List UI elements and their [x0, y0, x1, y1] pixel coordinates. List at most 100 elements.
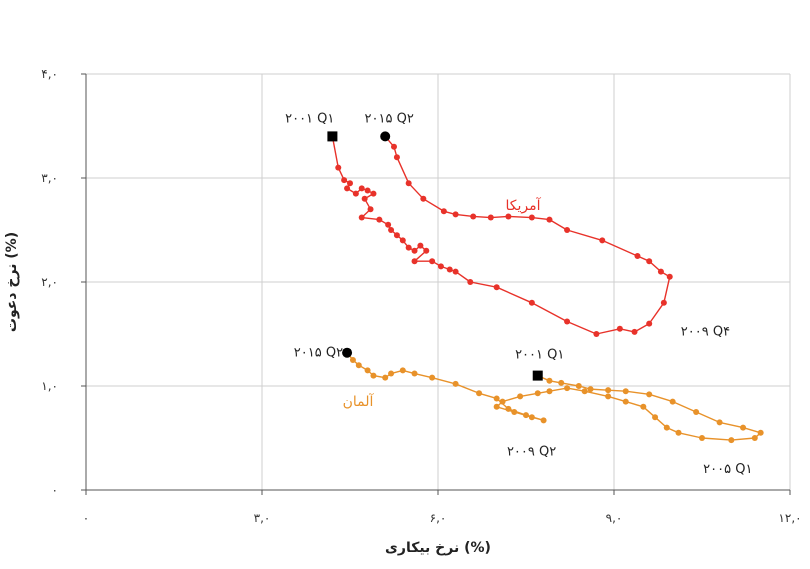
data-point	[757, 429, 764, 436]
data-point	[411, 370, 418, 377]
data-point	[699, 435, 705, 441]
x-tick-label: ۳,۰	[254, 511, 271, 525]
y-tick-label: ۱,۰	[41, 379, 58, 393]
data-point	[546, 216, 553, 223]
data-point	[429, 374, 436, 381]
data-point	[740, 424, 747, 431]
end-marker	[380, 131, 391, 142]
data-point	[540, 417, 547, 424]
data-point	[429, 258, 436, 265]
data-point	[605, 393, 612, 400]
data-point	[517, 393, 524, 400]
data-point	[493, 395, 500, 402]
data-point	[370, 190, 377, 197]
data-point	[493, 403, 500, 410]
data-point	[393, 232, 400, 239]
data-point	[640, 403, 647, 410]
end-marker	[342, 347, 353, 358]
data-point	[364, 187, 371, 194]
data-point	[361, 195, 368, 202]
data-point	[675, 429, 682, 436]
y-tick-label: ۲,۰	[41, 275, 58, 289]
data-point	[505, 213, 512, 220]
annotation-label: ۲۰۰۵ Q۱	[703, 462, 752, 477]
start-marker	[532, 370, 543, 381]
annotation-layer: ۲۰۰۱ Q۱ ۲۰۱۵ Q۲ ۲۰۰۹ Q۴ ۲۰۰۱ Q۱ ۲۰۱۵ Q۲ ۲۰۰۹ …	[285, 111, 752, 477]
annotation-label: ۲۰۱۵ Q۲	[294, 346, 343, 361]
data-point	[493, 284, 500, 291]
data-point	[370, 372, 377, 379]
x-tick-label: ۱۲,۰	[778, 511, 801, 525]
data-point	[646, 391, 653, 398]
data-point	[546, 377, 553, 384]
data-point	[575, 383, 582, 389]
data-point	[534, 390, 541, 397]
y-tick-label: ۴,۰	[41, 67, 58, 81]
data-point	[546, 388, 553, 395]
data-point	[420, 195, 427, 202]
x-tick-label: ۹,۰	[606, 511, 623, 525]
data-point	[528, 299, 535, 306]
data-point	[393, 154, 400, 161]
data-point	[349, 357, 356, 363]
data-point	[587, 386, 594, 393]
data-point	[599, 237, 606, 244]
annotation-label: ۲۰۰۹ Q۲	[507, 444, 556, 459]
data-point	[564, 227, 571, 233]
data-point	[564, 318, 571, 325]
data-point	[358, 185, 365, 192]
data-point	[388, 227, 395, 233]
y-axis-title: نرخ دعوت (%)	[4, 232, 20, 332]
data-point	[405, 180, 412, 187]
data-point	[511, 409, 518, 415]
data-point	[388, 370, 395, 377]
data-point	[417, 242, 424, 249]
series-line-0	[331, 135, 671, 335]
data-point	[358, 214, 365, 221]
data-point	[376, 216, 383, 223]
data-point	[437, 263, 444, 270]
data-point	[347, 180, 353, 187]
data-point	[499, 398, 506, 405]
data-point	[423, 247, 430, 254]
series-layer	[329, 133, 764, 444]
annotation-label: ۲۰۰۱ Q۱	[285, 111, 334, 126]
series-name-label: آمریکا	[505, 197, 541, 214]
series-name-label: آلمان	[343, 393, 375, 410]
data-point	[476, 390, 483, 397]
data-point	[399, 237, 406, 244]
data-point	[605, 387, 612, 394]
data-point	[666, 273, 673, 280]
data-point	[505, 405, 512, 412]
data-point	[751, 435, 758, 441]
annotation-label: ۲۰۱۵ Q۲	[365, 111, 414, 126]
data-point	[452, 380, 459, 387]
annotation-label: ۲۰۰۹ Q۴	[681, 325, 730, 340]
data-point	[558, 379, 565, 386]
data-point	[616, 325, 623, 332]
label-layer: نرخ بیکاری (%) نرخ دعوت (%) آمریکا آلمان	[4, 197, 542, 556]
axes: ۰ ۳,۰ ۶,۰ ۹,۰ ۱۲,۰ ۰ ۱,۰ ۲,۰ ۳,۰ ۴,۰	[41, 67, 801, 525]
data-point	[631, 328, 638, 335]
start-marker	[327, 131, 338, 142]
data-point	[335, 164, 342, 171]
data-point	[446, 266, 453, 273]
data-point	[341, 177, 348, 184]
data-point	[382, 374, 389, 381]
data-point	[622, 398, 629, 405]
data-point	[367, 206, 374, 213]
data-point	[593, 331, 600, 337]
data-point	[385, 221, 392, 228]
data-point	[470, 213, 477, 220]
data-point	[411, 258, 418, 265]
data-point	[528, 214, 535, 221]
data-point	[344, 185, 351, 192]
data-point	[669, 398, 676, 405]
data-point	[716, 419, 723, 426]
data-point	[646, 320, 653, 327]
data-point	[652, 414, 659, 421]
data-point	[452, 211, 459, 218]
y-tick-label: ۳,۰	[41, 171, 58, 185]
data-point	[634, 253, 641, 259]
